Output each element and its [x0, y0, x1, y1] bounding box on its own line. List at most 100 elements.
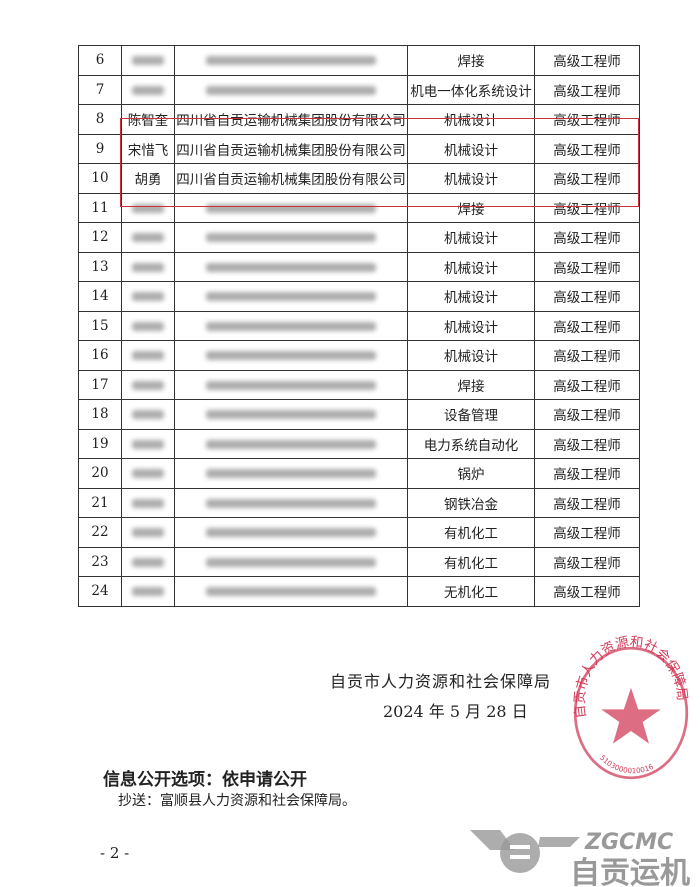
professional-title: 高级工程师: [534, 428, 640, 459]
redacted-text: [206, 498, 376, 508]
table-row: 19 电力系统自动化 高级工程师: [78, 428, 640, 459]
company-name: [174, 310, 408, 341]
person-name: [121, 310, 175, 341]
row-number: 16: [78, 340, 122, 371]
zgcmc-watermark-logo: ZGCMC 自贡运机: [470, 830, 690, 887]
specialty: 机械设计: [407, 310, 535, 341]
specialty: 机械设计: [407, 222, 535, 253]
person-name: [121, 546, 175, 577]
person-name: [121, 251, 175, 282]
redacted-text: [132, 469, 164, 479]
redacted-text: [132, 439, 164, 449]
professional-title: 高级工程师: [534, 399, 640, 430]
person-name: [121, 45, 175, 76]
row-number: 22: [78, 517, 122, 548]
issue-date: 2024 年 5 月 28 日: [383, 702, 528, 721]
specialty: 电力系统自动化: [407, 428, 535, 459]
redacted-text: [132, 292, 164, 302]
redacted-text: [206, 262, 376, 272]
specialty: 机械设计: [407, 281, 535, 312]
redacted-text: [132, 203, 164, 213]
redacted-text: [132, 321, 164, 331]
person-name: [121, 222, 175, 253]
table-row: 24 无机化工 高级工程师: [78, 576, 640, 607]
redacted-text: [206, 321, 376, 331]
redacted-text: [132, 498, 164, 508]
redacted-text: [206, 557, 376, 567]
specialty: 设备管理: [407, 399, 535, 430]
table-row: 16 机械设计 高级工程师: [78, 340, 640, 371]
cc-line: 抄送：富顺县人力资源和社会保障局。: [118, 793, 356, 809]
redacted-text: [132, 85, 164, 95]
redacted-text: [132, 56, 164, 66]
professional-title: 高级工程师: [534, 281, 640, 312]
person-name: 陈智奎: [121, 104, 175, 135]
table-row: 11 焊接 高级工程师: [78, 192, 640, 223]
person-name: [121, 517, 175, 548]
highlight-box: [120, 118, 639, 207]
redacted-text: [206, 587, 376, 597]
row-number: 9: [78, 133, 122, 164]
row-number: 7: [78, 74, 122, 105]
redacted-text: [206, 351, 376, 361]
specialty: 钢铁冶金: [407, 487, 535, 518]
row-number: 19: [78, 428, 122, 459]
person-name: [121, 74, 175, 105]
table-row: 20 锅炉 高级工程师: [78, 458, 640, 489]
specialty: 焊接: [407, 192, 535, 223]
redacted-text: [132, 557, 164, 567]
professional-title: 高级工程师: [534, 546, 640, 577]
professional-title: 高级工程师: [534, 74, 640, 105]
redacted-text: [206, 469, 376, 479]
person-name: [121, 458, 175, 489]
redacted-text: [206, 292, 376, 302]
person-name: 宋惜飞: [121, 133, 175, 164]
specialty: 机械设计: [407, 340, 535, 371]
company-name: [174, 369, 408, 400]
specialty: 有机化工: [407, 546, 535, 577]
personnel-table: 6 焊接 高级工程师 7 机电一体化系统设计 高级工程师 8 陈智奎 四川省自贡运输机械集团股份…: [78, 45, 640, 607]
company-name: [174, 517, 408, 548]
redacted-text: [206, 233, 376, 243]
professional-title: 高级工程师: [534, 576, 640, 607]
row-number: 21: [78, 487, 122, 518]
specialty: 焊接: [407, 369, 535, 400]
specialty: 机械设计: [407, 163, 535, 194]
professional-title: 高级工程师: [534, 45, 640, 76]
table-row: 9 宋惜飞 四川省自贡运输机械集团股份有限公司 机械设计 高级工程师: [78, 133, 640, 164]
row-number: 17: [78, 369, 122, 400]
professional-title: 高级工程师: [534, 310, 640, 341]
professional-title: 高级工程师: [534, 458, 640, 489]
professional-title: 高级工程师: [534, 369, 640, 400]
company-name: [174, 546, 408, 577]
svg-text:自贡运机: 自贡运机: [570, 856, 690, 887]
person-name: [121, 399, 175, 430]
row-number: 10: [78, 163, 122, 194]
row-number: 15: [78, 310, 122, 341]
redacted-text: [132, 587, 164, 597]
redacted-text: [132, 410, 164, 420]
specialty: 机电一体化系统设计: [407, 74, 535, 105]
company-name: [174, 281, 408, 312]
redacted-text: [206, 56, 376, 66]
professional-title: 高级工程师: [534, 251, 640, 282]
table-row: 21 钢铁冶金 高级工程师: [78, 487, 640, 518]
row-number: 8: [78, 104, 122, 135]
company-name: [174, 576, 408, 607]
company-name: [174, 74, 408, 105]
company-name: 四川省自贡运输机械集团股份有限公司: [174, 104, 408, 135]
row-number: 6: [78, 45, 122, 76]
redacted-text: [132, 262, 164, 272]
professional-title: 高级工程师: [534, 487, 640, 518]
svg-text:ZGCMC: ZGCMC: [584, 830, 673, 855]
table-row: 14 机械设计 高级工程师: [78, 281, 640, 312]
page-number: - 2 -: [100, 844, 130, 862]
company-name: [174, 222, 408, 253]
row-number: 11: [78, 192, 122, 223]
person-name: [121, 428, 175, 459]
person-name: [121, 281, 175, 312]
official-seal: 自贡市人力资源和社会保障局 5103000010016: [572, 634, 690, 780]
issuing-organization: 自贡市人力资源和社会保障局: [330, 672, 552, 691]
redacted-text: [206, 203, 376, 213]
table-row: 10 胡勇 四川省自贡运输机械集团股份有限公司 机械设计 高级工程师: [78, 163, 640, 194]
